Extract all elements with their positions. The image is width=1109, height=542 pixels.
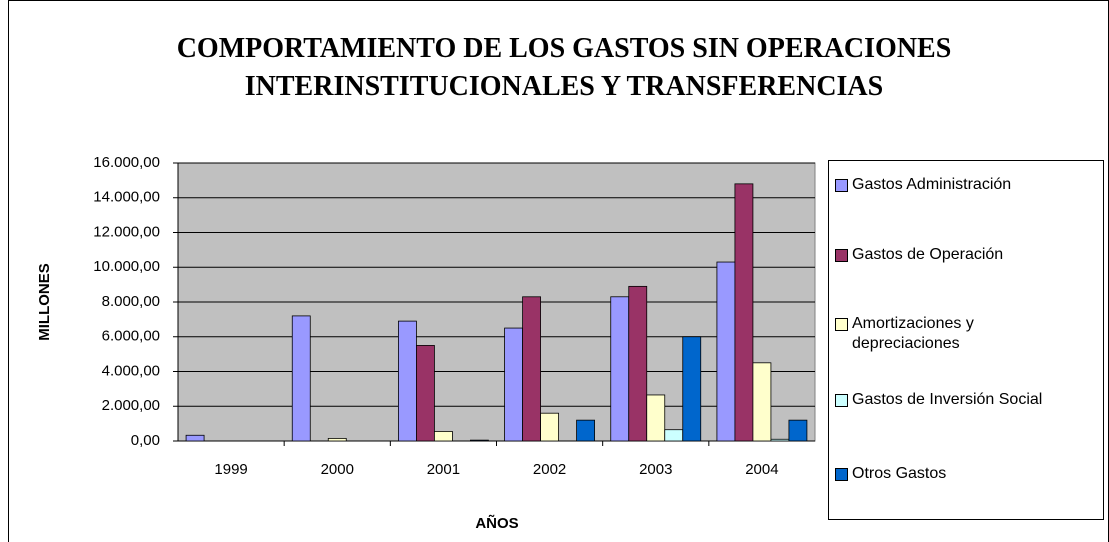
legend-item: Gastos de Inversión Social	[835, 390, 1103, 410]
x-tick-label: 2004	[745, 461, 778, 478]
legend-item: Otros Gastos	[835, 464, 1103, 484]
y-tick-label: 14.000,00	[93, 189, 160, 206]
bar	[576, 419, 595, 442]
bar	[734, 183, 754, 442]
legend-label: Gastos de Inversión Social	[852, 391, 1043, 408]
legend-swatch	[835, 468, 848, 481]
bar	[664, 429, 684, 442]
legend-label: Gastos Administración	[852, 176, 1012, 193]
y-tick-label: 16.000,00	[93, 154, 160, 171]
bar	[716, 261, 736, 442]
bar	[434, 431, 453, 442]
y-tick-label: 12.000,00	[93, 223, 160, 240]
bar	[470, 439, 489, 442]
bar	[398, 320, 417, 442]
legend-label: Gastos de Operación	[852, 246, 1004, 263]
x-tick-label: 2000	[321, 461, 354, 478]
x-tick-label: 2001	[427, 461, 460, 478]
bar	[770, 438, 790, 442]
bar	[416, 345, 435, 442]
bar	[610, 296, 630, 442]
legend-swatch	[835, 318, 848, 331]
y-tick-label: 10.000,00	[93, 258, 160, 275]
y-tick-label: 0,00	[131, 432, 160, 449]
y-tick-label: 2.000,00	[102, 397, 160, 414]
legend-swatch	[835, 394, 848, 407]
x-axis-label: AÑOS	[475, 514, 518, 532]
legend-item: Gastos Administración	[835, 175, 1103, 195]
chart-title: COMPORTAMIENTO DE LOS GASTOS SIN OPERACI…	[176, 33, 952, 102]
legend-swatch	[835, 249, 848, 262]
bar	[291, 315, 311, 442]
x-tick-label: 1999	[214, 461, 247, 478]
legend-swatch	[835, 179, 848, 192]
bar	[522, 296, 541, 442]
bar	[788, 419, 808, 442]
legend-item: Gastos de Operación	[835, 245, 1103, 265]
bar	[327, 437, 347, 442]
legend-item: Amortizaciones y depreciaciones	[835, 314, 1103, 354]
bar	[682, 336, 702, 442]
y-axis-label: MILLONES	[36, 263, 53, 341]
bar	[540, 412, 559, 442]
y-tick-label: 4.000,00	[102, 362, 160, 379]
bar	[752, 362, 772, 442]
x-tick-label: 2002	[533, 461, 566, 478]
bar	[646, 394, 666, 442]
bar	[628, 285, 648, 442]
legend-label: Otros Gastos	[852, 465, 947, 482]
bar	[185, 434, 205, 442]
legend: Gastos Administración Gastos de Operación…	[828, 160, 1104, 520]
y-tick-label: 8.000,00	[102, 293, 160, 310]
y-tick-label: 6.000,00	[102, 328, 160, 345]
legend-label: Amortizaciones y depreciaciones	[852, 315, 974, 352]
x-tick-label: 2003	[639, 461, 672, 478]
bar	[504, 327, 523, 442]
